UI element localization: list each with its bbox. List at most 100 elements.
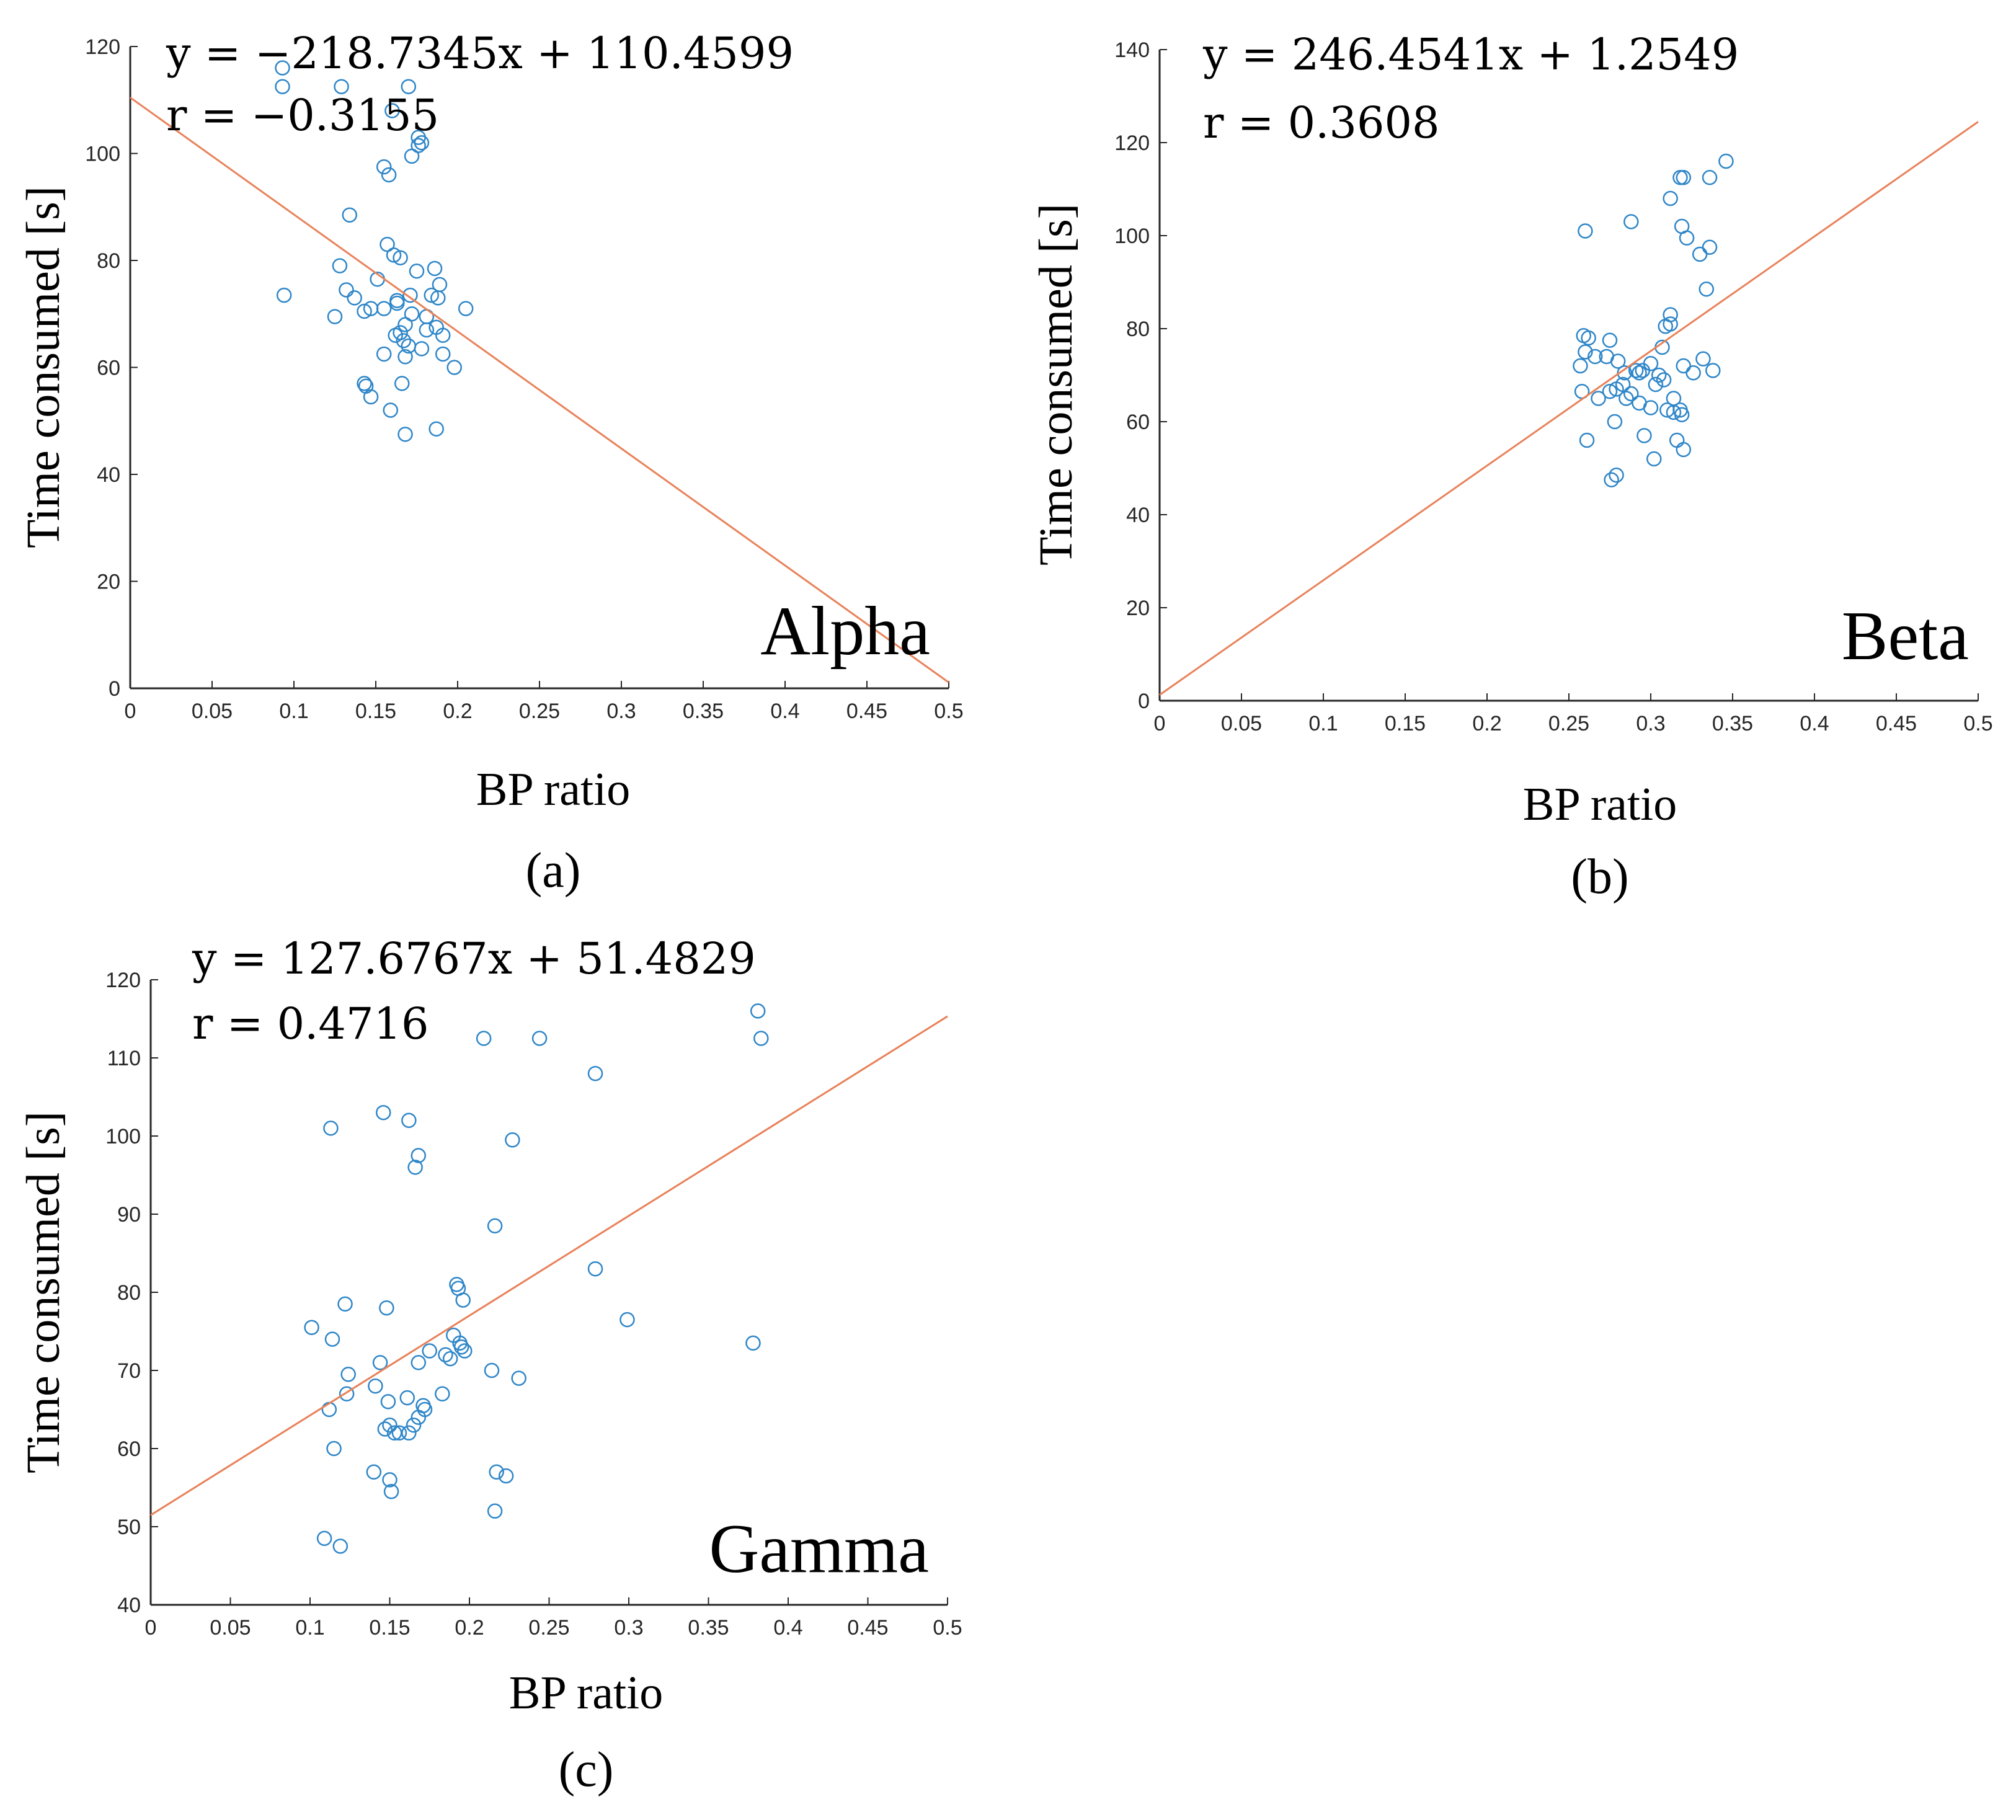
y-tick-label: 40 — [117, 1594, 141, 1617]
x-tick-label: 0.15 — [369, 1616, 410, 1640]
data-point — [455, 1292, 471, 1308]
x-tick-label: 0.45 — [847, 1616, 888, 1640]
data-point — [1663, 190, 1678, 206]
data-point — [383, 1484, 399, 1499]
data-point — [376, 159, 392, 175]
data-point — [1666, 391, 1682, 406]
figure-caption: (b) — [1571, 850, 1628, 904]
chart-panel-a: 0 0.05 0.1 0.15 0.2 0.25 0.3 0.35 0.4 0.45 0.5 0 20… — [17, 28, 964, 898]
data-point — [587, 1261, 603, 1277]
data-point — [424, 287, 440, 303]
data-point — [394, 376, 410, 391]
data-point — [419, 322, 435, 338]
data-point — [1674, 407, 1690, 422]
data-point — [1623, 214, 1639, 229]
data-point — [1672, 170, 1688, 185]
data-point — [1702, 239, 1718, 255]
x-tick-label: 0.4 — [1800, 712, 1829, 735]
x-tick-label: 0.35 — [688, 1616, 729, 1640]
data-point — [406, 1417, 422, 1433]
data-point — [531, 1031, 548, 1046]
x-tick-label: 0 — [125, 699, 136, 723]
y-tick-label: 100 — [1114, 224, 1150, 248]
chart-panel-b: 0 0.05 0.1 0.15 0.2 0.25 0.3 0.35 0.4 0.45 0.5 0 20… — [1030, 29, 1993, 904]
data-point — [1702, 170, 1718, 185]
y-tick-label: 0 — [109, 677, 120, 701]
data-point — [368, 1378, 383, 1394]
data-point — [1646, 451, 1662, 467]
data-point — [324, 1331, 340, 1347]
data-point — [427, 260, 443, 277]
data-point — [321, 1401, 337, 1418]
data-point — [363, 389, 379, 405]
x-tick-label: 0.5 — [934, 699, 963, 723]
fit-equation: y = 246.4541x + 1.2549 — [1202, 29, 1739, 80]
data-point — [399, 1390, 415, 1406]
data-point — [1643, 400, 1659, 415]
data-point — [1623, 386, 1639, 402]
data-point — [489, 1464, 504, 1480]
correlation-text: r = 0.3608 — [1203, 97, 1440, 148]
data-point — [332, 1538, 349, 1554]
y-tick-label: 100 — [105, 1125, 141, 1148]
data-point — [511, 1370, 526, 1386]
x-tick-label: 0.1 — [1308, 712, 1338, 735]
x-tick-label: 0.25 — [528, 1616, 569, 1640]
scatter-points — [304, 1003, 769, 1554]
y-tick-label: 60 — [1126, 411, 1150, 434]
plot-frame — [130, 46, 949, 689]
data-point — [366, 1464, 382, 1480]
data-point — [414, 341, 430, 357]
data-point — [1679, 230, 1695, 246]
data-point — [1651, 367, 1667, 383]
data-point — [1602, 332, 1618, 348]
data-point — [1699, 282, 1715, 297]
data-point — [316, 1530, 332, 1547]
x-axis-title: BP ratio — [1523, 778, 1677, 830]
data-point — [435, 327, 451, 343]
data-point — [411, 1148, 427, 1163]
data-point — [276, 287, 292, 303]
data-point — [1607, 414, 1623, 430]
fit-line — [150, 1015, 948, 1516]
y-ticks: 0 20 40 60 80 100 120 — [85, 35, 138, 701]
y-ticks: 0 20 40 60 80 100 120 140 — [1114, 38, 1167, 713]
data-point — [381, 167, 397, 183]
x-ticks: 0 0.05 0.1 0.15 0.2 0.25 0.3 0.35 0.4 0.45 0.5 — [125, 681, 964, 723]
data-point — [380, 236, 395, 252]
data-point — [275, 60, 290, 76]
data-point — [402, 287, 418, 303]
data-point — [382, 1472, 397, 1488]
data-point — [1610, 353, 1626, 369]
data-point — [404, 306, 420, 322]
band-label: Beta — [1842, 598, 1969, 675]
data-point — [1579, 432, 1595, 448]
data-point — [414, 135, 430, 151]
data-point — [376, 346, 392, 362]
data-point — [357, 303, 372, 319]
x-tick-label: 0 — [1154, 712, 1166, 735]
data-point — [337, 1296, 353, 1312]
x-tick-label: 0.45 — [846, 699, 887, 723]
y-axis-title: Time consumed [s] — [17, 186, 69, 548]
data-point — [1635, 363, 1651, 378]
data-point — [1628, 363, 1644, 378]
data-point — [435, 1386, 450, 1402]
x-tick-label: 0.15 — [1385, 712, 1426, 735]
data-point — [304, 1320, 319, 1335]
data-point — [750, 1003, 766, 1019]
fit-line — [130, 97, 949, 683]
data-point — [357, 376, 372, 391]
data-point — [377, 1421, 393, 1437]
x-tick-label: 0.45 — [1876, 712, 1917, 735]
data-point — [1685, 365, 1701, 381]
x-tick-label: 0.25 — [1548, 712, 1589, 735]
data-point — [1658, 319, 1674, 334]
data-point — [401, 338, 417, 354]
data-point — [453, 1339, 469, 1355]
x-tick-label: 0.3 — [1636, 712, 1665, 735]
x-tick-label: 0 — [145, 1616, 157, 1640]
y-tick-label: 60 — [97, 357, 120, 380]
data-point — [1578, 223, 1593, 239]
data-point — [401, 79, 417, 94]
